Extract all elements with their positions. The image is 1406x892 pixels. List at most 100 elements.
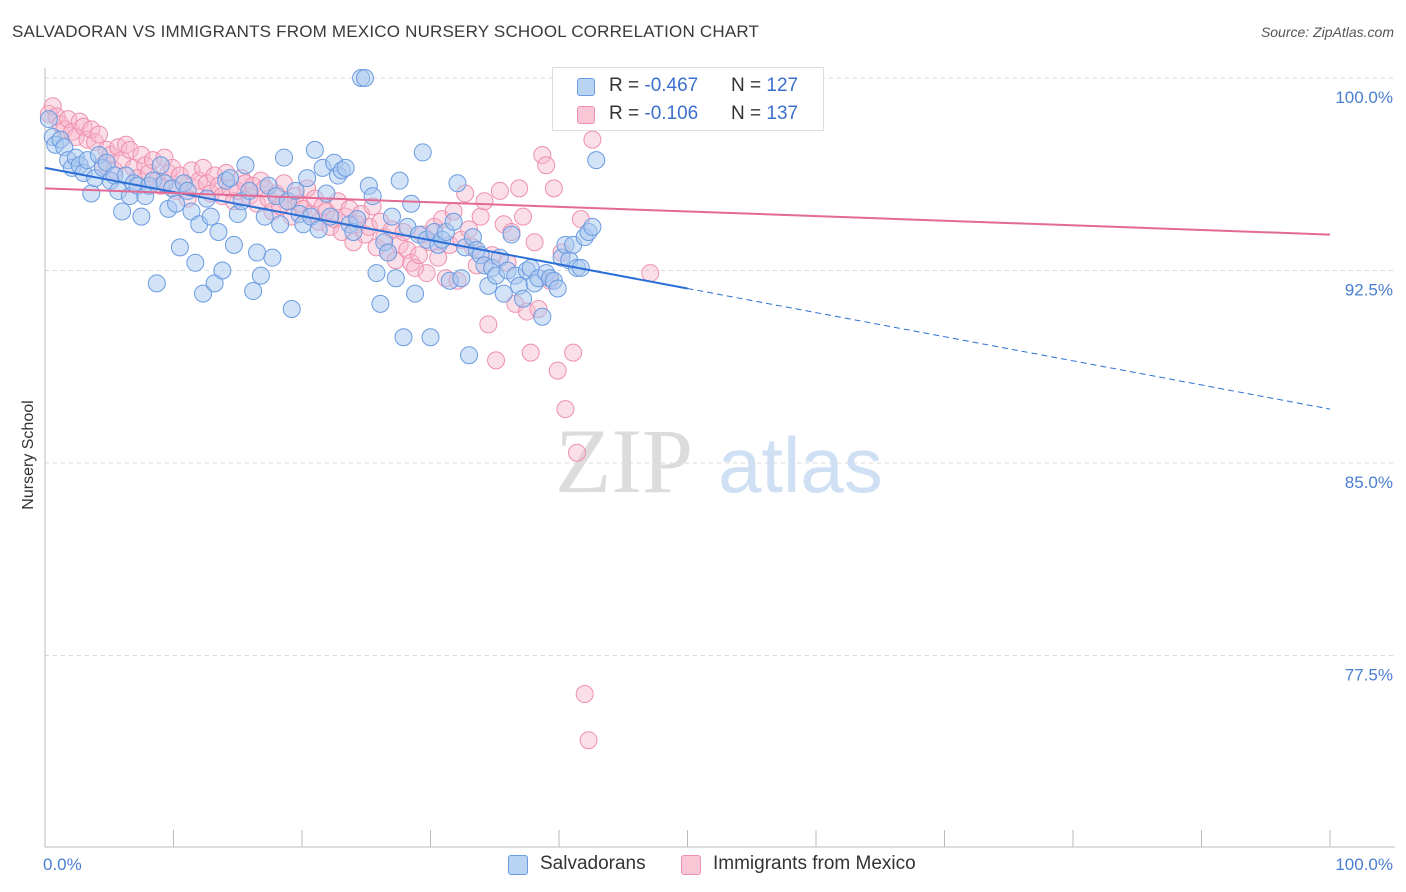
tick-labels: 100.0% 92.5% 85.0% 77.5% 0.0% 100.0% [43,88,1393,874]
data-point [282,300,301,318]
data-point [89,125,108,144]
data-point [248,243,267,262]
y-tick-label: 92.5% [1345,281,1393,300]
data-point [409,246,428,265]
data-point [386,269,405,288]
data-point [448,174,467,193]
data-point [444,212,463,231]
data-point [224,235,243,254]
data-point [201,207,220,226]
data-point [533,307,552,326]
y-tick-label: 100.0% [1335,88,1393,107]
data-point [544,179,563,198]
data-point [271,215,290,234]
correlation-legend: R = -0.467 N = 127 R = -0.106 N = 137 [552,67,824,131]
data-point [548,279,567,298]
data-point [417,264,436,283]
blue-swatch [508,855,528,875]
data-point [147,274,166,293]
data-point [413,143,432,162]
n-label: N = [731,75,767,96]
data-point [537,156,556,175]
data-point [379,243,398,262]
data-point [178,181,197,200]
data-point [286,181,305,200]
data-point [132,146,151,164]
data-point [548,361,567,380]
data-point [394,328,413,347]
r-label: R = [609,75,645,96]
data-point [452,269,471,288]
data-point [475,192,494,211]
r-value: -0.106 [644,103,699,124]
data-point [406,284,425,303]
n-label: N = [731,103,767,124]
data-point [82,184,101,203]
data-point [487,351,506,370]
data-point [367,264,386,283]
data-point [575,685,594,703]
data-point [533,146,552,164]
data-point [502,225,521,244]
series-legend: Salvadorans Immigrants from Mexico [0,851,1406,879]
pink-swatch [681,855,701,875]
data-point [521,343,540,362]
blue-swatch [577,78,595,96]
trend-line-immigrants-from-mexico [44,187,1331,236]
data-point [479,315,498,334]
n-value: 127 [766,75,799,96]
data-point [305,140,324,159]
data-point [263,248,282,267]
data-point [371,294,390,313]
x-tick-label: 100.0% [1335,855,1393,874]
data-point [251,266,270,285]
data-point [579,731,598,750]
data-point [213,261,232,280]
legend-label: Immigrants from Mexico [713,853,916,874]
data-point [309,220,328,239]
data-point [641,264,660,283]
data-point [167,194,186,213]
data-point [221,169,240,188]
data-point [244,282,263,301]
data-point [494,284,513,303]
data-point [390,171,409,190]
trend-line-salvadorans-extrapolated [687,287,1331,410]
r-label: R = [609,103,645,124]
data-point [567,443,586,462]
data-point [587,151,606,170]
y-axis-label: Nursery School [20,400,37,509]
data-point [510,179,529,198]
data-point [120,140,139,159]
pink-swatch [577,106,595,124]
data-point [490,181,509,200]
data-point [355,69,374,87]
data-point [402,194,421,213]
y-tick-label: 77.5% [1345,666,1393,685]
data-point [113,202,132,221]
chart-title: SALVADORAN VS IMMIGRANTS FROM MEXICO NUR… [12,22,760,41]
data-point [39,110,58,129]
data-point [514,289,533,308]
data-point [298,169,317,188]
axes [44,68,1395,848]
legend-label: Salvadorans [540,853,646,874]
data-point [564,343,583,362]
data-point [132,207,151,226]
data-point [363,187,382,206]
data-point [151,156,170,175]
data-point [460,346,479,365]
data-point [186,253,205,272]
data-point [336,158,355,177]
data-point [194,284,213,303]
y-tick-label: 85.0% [1345,473,1393,492]
data-point [525,233,544,252]
data-point [209,223,228,241]
trend-line-salvadorans [44,166,688,290]
watermark-atlas: atlas [718,421,883,509]
trend-lines [44,166,1331,410]
data-point [275,148,294,167]
data-point [583,217,602,236]
data-point [382,207,401,226]
data-point [170,238,189,257]
